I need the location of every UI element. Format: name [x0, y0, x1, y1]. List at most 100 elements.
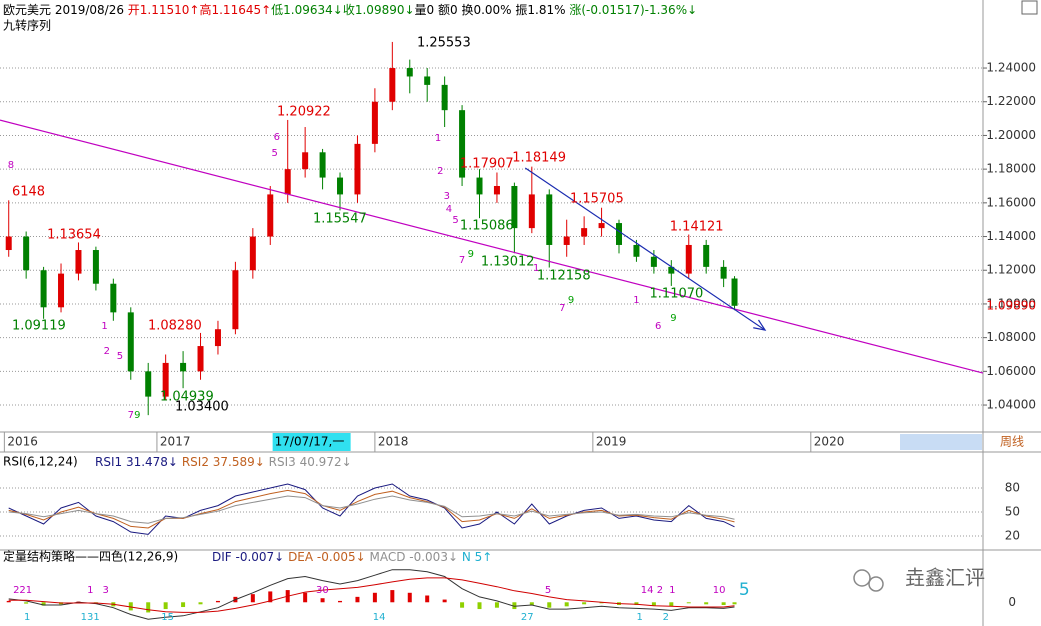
candle-body: [249, 236, 256, 271]
quote-segment: 涨(-0.01517)-1.36%↓: [569, 2, 697, 17]
indicator-name: 九转序列: [3, 18, 51, 33]
legend-entry: DEA -0.005↓: [288, 550, 366, 564]
legend-entry: RSI3 40.972↓: [269, 455, 352, 469]
count-label: 221: [13, 585, 32, 596]
macd-bar: [372, 592, 377, 603]
sequence-label: 7: [559, 303, 565, 314]
x-tick-label: 2019: [596, 435, 627, 449]
candle-body: [441, 84, 448, 111]
macd-bar: [477, 602, 482, 610]
sequence-label: 6: [274, 132, 280, 143]
count-label: 10: [713, 585, 726, 596]
price-annotation: 1.20922: [277, 105, 331, 120]
count-label: 2: [663, 612, 669, 623]
sequence-label: 2: [437, 166, 443, 177]
candle-body: [58, 273, 65, 308]
x-tick-label: 2020: [814, 435, 845, 449]
macd-bar: [128, 602, 133, 611]
count-label: 1: [636, 612, 642, 623]
price-annotation: 1.13654: [47, 228, 101, 243]
quote-segment: 欧元美元 2019/08/26: [3, 3, 128, 17]
panel-title: RSI(6,12,24): [3, 455, 78, 469]
price-annotation: 1.11070: [650, 287, 704, 302]
y-tick-label: 80: [1005, 481, 1020, 495]
macd-bar: [582, 602, 587, 605]
sequence-label: 1: [533, 263, 539, 274]
window-button[interactable]: [1021, 0, 1038, 15]
y-tick-label: 50: [1005, 505, 1020, 519]
quote-segment: 低1.09634↓: [271, 3, 343, 17]
price-annotation: 1.09119: [12, 319, 66, 334]
candle-body: [616, 223, 623, 245]
macd-bar: [41, 602, 46, 606]
candle-body: [110, 283, 117, 313]
y-tick-label: 20: [1005, 529, 1020, 543]
macd-bar: [460, 602, 465, 608]
count-label: 131: [81, 612, 100, 623]
candle-body: [5, 236, 12, 251]
candle-body: [406, 68, 413, 77]
macd-bar: [303, 592, 308, 603]
count-label: 1: [87, 585, 93, 596]
sequence-label: 5: [452, 215, 458, 226]
scroll-bar[interactable]: [900, 434, 982, 450]
candle-body: [354, 143, 361, 195]
indicator-line: [8, 483, 735, 535]
candle-body: [546, 194, 553, 245]
sequence-label: 5: [271, 148, 277, 159]
macd-bar: [704, 602, 709, 605]
sequence-label: 1: [633, 295, 639, 306]
macd-bar: [181, 602, 186, 608]
sequence-label: 5: [117, 351, 123, 362]
period-label: 周线: [1000, 435, 1024, 449]
y-tick-label: 0: [1008, 595, 1016, 609]
y-tick-label: 1.16000: [986, 195, 1036, 209]
candle-body: [389, 68, 396, 102]
y-tick-label: 1.14000: [986, 229, 1036, 243]
quote-segment: 高1.11645↑: [199, 2, 271, 17]
candle-body: [371, 101, 378, 144]
sequence-label: 7: [128, 410, 134, 421]
macd-bar: [512, 602, 517, 610]
y-tick-label: 1.04000: [986, 398, 1036, 412]
quote-segment: 开1.11510↑: [128, 3, 200, 17]
sequence-label: 9: [670, 313, 676, 324]
candle-body: [459, 110, 466, 178]
legend-entry: RSI2 37.589↓: [182, 455, 265, 469]
candle-body: [511, 185, 518, 229]
y-tick-label: 1.20000: [986, 128, 1036, 142]
y-tick-label: 1.18000: [986, 162, 1036, 176]
count-label: 3: [102, 585, 108, 596]
count-label: 5: [545, 585, 551, 596]
indicator-line: [8, 495, 735, 524]
sequence-label: 1: [101, 321, 107, 332]
sequence-label: 9: [568, 295, 574, 306]
signal-label: 5: [739, 580, 750, 600]
candle-body: [302, 152, 309, 170]
legend: RSI1 31.478↓ RSI2 37.589↓ RSI3 40.972↓: [95, 455, 352, 469]
macd-bar: [338, 600, 343, 603]
price-annotation: 1.08280: [148, 319, 202, 334]
count-label: 14: [373, 612, 386, 623]
candle-body: [92, 250, 99, 284]
macd-bar: [198, 602, 203, 605]
indicator-line: [8, 489, 735, 529]
cursor-date-box: [272, 433, 351, 451]
candle-body: [581, 228, 588, 237]
sequence-label: 7: [459, 255, 465, 266]
candle-body: [267, 194, 274, 237]
count-label: 1: [24, 612, 30, 623]
watermark: 垚鑫汇评: [905, 566, 985, 590]
candle-body: [40, 270, 47, 308]
candle-body: [180, 362, 187, 372]
macd-bar: [425, 595, 430, 603]
price-annotation: 1.25553: [417, 36, 471, 51]
quote-segment: 收1.09890↓: [343, 3, 415, 17]
macd-bar: [732, 602, 737, 605]
sequence-label: 8: [8, 160, 14, 171]
legend-entry: RSI1 31.478↓: [95, 455, 178, 469]
indicator-line: [8, 577, 735, 613]
price-annotation: 1.15705: [570, 191, 624, 206]
x-tick-label: 2017: [160, 435, 191, 449]
